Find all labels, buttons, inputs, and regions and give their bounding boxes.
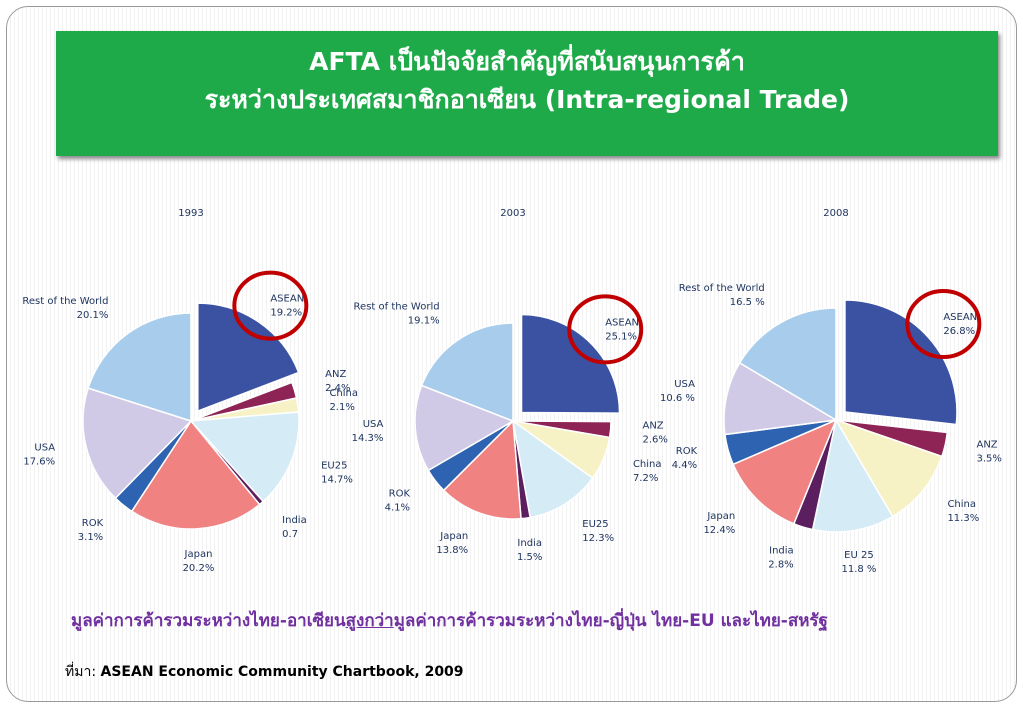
pie-slice (87, 312, 192, 423)
pie-slice (844, 299, 958, 426)
slice-label: ANZ (976, 440, 997, 451)
value-label: 19.1% (408, 316, 440, 327)
pie-slice (811, 417, 894, 533)
slice-label: ANZ (325, 369, 346, 380)
slice-label: ASEAN (943, 312, 977, 323)
slice-label: ROK (82, 518, 104, 529)
caption: มูลค่าการค้ารวมระหว่างไทย-อาเซียนสูงกว่า… (71, 607, 828, 634)
title-line: ระหว่างประเทศสมาชิกอาเซียน (Intra-region… (204, 85, 850, 114)
slide: AFTA เป็นปัจจัยสำคัญที่สนับสนุนการค้า ระ… (6, 6, 1017, 702)
value-label: 11.8 % (841, 564, 876, 575)
value-label: 11.3% (947, 513, 979, 524)
title-line: AFTA เป็นปัจจัยสำคัญที่สนับสนุนการค้า (309, 47, 745, 76)
caption-text: มูลค่าการค้ารวมระหว่างไทย-ญี่ปุ่น ไทย-EU… (393, 611, 828, 631)
slice-label: USA (363, 419, 384, 430)
pie-slice (723, 361, 839, 436)
pie-slice (732, 418, 838, 525)
value-label: 20.1% (77, 310, 109, 321)
value-label: 20.2% (183, 563, 215, 574)
slice-label: ASEAN (270, 294, 304, 305)
highlight-circle (232, 270, 309, 341)
value-label: 2.4% (325, 383, 350, 394)
value-label: 12.4% (703, 525, 735, 536)
slice-label: ROK (676, 446, 698, 457)
slice-label: India (769, 546, 794, 557)
value-label: 0.7 (282, 529, 298, 540)
pie-slice (442, 419, 522, 520)
value-label: 1.5% (517, 552, 542, 563)
slice-label: India (517, 538, 542, 549)
value-label: 3.1% (78, 532, 103, 543)
charts: 1993ASEAN19.2%ANZ2.4%China2.1%EU2514.7%I… (22, 208, 1002, 575)
slice-label: China (329, 388, 358, 399)
slice-label: ROK (389, 488, 411, 499)
value-label: 7.2% (633, 473, 658, 484)
source-text: ASEAN Economic Community Chartbook, 2009 (100, 664, 464, 680)
value-label: 4.1% (385, 502, 410, 513)
pie-slice (197, 302, 300, 413)
chart-title: 1993 (178, 208, 203, 219)
value-label: 4.4% (672, 460, 697, 471)
header: AFTA เป็นปัจจัยสำคัญที่สนับสนุนการค้า ระ… (56, 31, 998, 156)
slice-label: ASEAN (605, 317, 639, 328)
chart-title: 2003 (500, 208, 525, 219)
value-label: 2.6% (642, 434, 667, 445)
pie-slice (414, 384, 515, 472)
slice-label: Rest of the World (679, 283, 765, 294)
value-label: 16.5 % (730, 297, 765, 308)
pie-slice (420, 322, 514, 423)
slice-label: India (282, 515, 307, 526)
pie-slice (82, 387, 193, 500)
pie-slice (511, 419, 594, 519)
source: ที่มา: ASEAN Economic Community Chartboo… (65, 661, 464, 683)
value-label: 14.7% (321, 475, 353, 486)
value-label: 17.6% (23, 457, 55, 468)
value-label: 26.8% (943, 326, 975, 337)
slice-label: China (633, 459, 662, 470)
pie-slice (738, 307, 837, 422)
value-label: 19.2% (270, 308, 302, 319)
slice-label: EU25 (582, 519, 608, 530)
slice-label: Rest of the World (354, 302, 440, 313)
caption-emphasis: สูงกว่า (345, 611, 394, 631)
value-label: 3.5% (976, 454, 1001, 465)
value-label: 12.3% (582, 533, 614, 544)
chart-title: 2008 (823, 208, 848, 219)
highlight-circle (905, 289, 982, 360)
slice-label: Japan (184, 549, 213, 560)
slice-label: USA (674, 379, 695, 390)
value-label: 2.1% (329, 402, 354, 413)
pie-slice (520, 313, 621, 414)
slice-label: USA (34, 443, 55, 454)
slice-label: EU 25 (844, 550, 874, 561)
slice-label: Japan (706, 511, 735, 522)
pie-slice (189, 411, 300, 503)
slice-label: Japan (439, 531, 468, 542)
value-label: 14.3% (352, 433, 384, 444)
value-label: 25.1% (605, 331, 637, 342)
caption-text: มูลค่าการค้ารวมระหว่างไทย-อาเซียน (71, 611, 346, 631)
slice-label: EU25 (321, 461, 347, 472)
pie-slice (130, 419, 261, 530)
value-label: 10.6 % (660, 393, 695, 404)
value-label: 13.8% (436, 545, 468, 556)
slice-label: Rest of the World (22, 296, 108, 307)
pie-slice (834, 418, 943, 518)
slice-label: ANZ (642, 420, 663, 431)
value-label: 2.8% (768, 560, 793, 571)
highlight-circle (567, 294, 644, 365)
source-label: ที่มา: (65, 664, 101, 680)
slice-label: China (947, 499, 976, 510)
